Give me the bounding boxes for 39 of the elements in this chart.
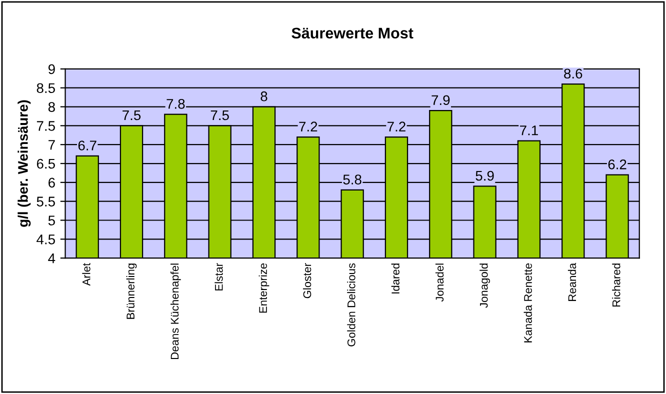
y-tick-label: 8: [48, 102, 55, 112]
y-tick-label: 7.5: [36, 121, 55, 131]
x-tick-label: Enterprize: [258, 263, 270, 313]
data-label: 7.9: [432, 95, 450, 106]
x-tick-label: Reanda: [568, 262, 576, 301]
y-tick-label: 6.5: [36, 158, 55, 169]
data-label: 6.2: [608, 160, 626, 170]
data-label: 8: [260, 91, 268, 102]
data-label: 7.8: [166, 98, 185, 109]
data-label: 7.5: [210, 110, 229, 120]
x-tick-label: Gloster: [302, 263, 312, 298]
x-tick-label: Idared: [391, 264, 400, 294]
data-label: 7.2: [388, 122, 406, 132]
y-tick-label: 6: [48, 178, 55, 188]
x-tick-label: Jonadel: [435, 264, 444, 302]
data-label: 7.2: [299, 122, 318, 132]
y-tick-label: 5.5: [36, 196, 55, 207]
x-tick-label: Arlet: [82, 263, 90, 286]
y-tick-label: 9: [48, 64, 55, 74]
y-axis-title: g/l (ber. Weinsäure): [18, 100, 31, 227]
x-tick-label: Richared: [612, 264, 620, 306]
y-tick-label: 4.5: [36, 234, 55, 244]
y-tick-label: 8.5: [36, 83, 55, 94]
x-tick-label: Golden Delicious: [347, 263, 356, 346]
data-label: 5.8: [343, 174, 362, 184]
x-tick-label: Jonagold: [480, 264, 490, 308]
data-label: 8.6: [564, 68, 582, 79]
data-label: 5.9: [476, 170, 494, 181]
x-tick-label: Deans Küchenapfel: [170, 264, 181, 359]
y-tick-label: 7: [48, 140, 55, 150]
data-label: 6.7: [78, 140, 96, 150]
y-tick-label: 5: [48, 216, 55, 226]
data-label: 7.5: [122, 110, 141, 120]
data-label: 7.1: [520, 126, 538, 136]
chart-title: Säurewerte Most: [292, 28, 414, 39]
x-tick-label: Brünnerling: [126, 264, 137, 319]
x-tick-label: Elstar: [214, 263, 223, 290]
x-tick-label: Kanada Renette: [524, 263, 532, 342]
y-tick-label: 4: [48, 254, 56, 264]
